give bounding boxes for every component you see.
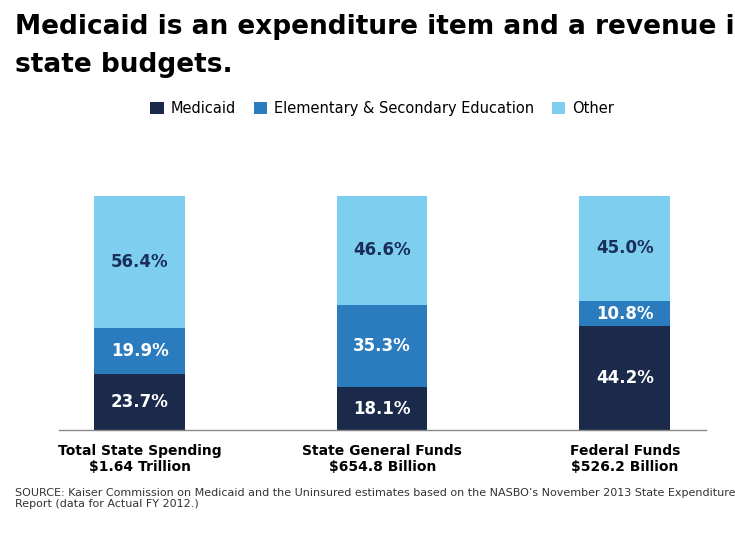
Text: FAMILY: FAMILY bbox=[637, 516, 683, 529]
Bar bbox=[337, 387, 428, 430]
Bar bbox=[94, 374, 185, 430]
Bar bbox=[94, 196, 185, 328]
Text: KAISER: KAISER bbox=[636, 505, 684, 518]
Text: FOUNDATION: FOUNDATION bbox=[631, 529, 689, 538]
Text: state budgets.: state budgets. bbox=[15, 52, 232, 78]
Bar bbox=[337, 196, 428, 305]
Bar bbox=[579, 326, 670, 430]
Text: 18.1%: 18.1% bbox=[354, 399, 411, 418]
Text: 19.9%: 19.9% bbox=[111, 342, 168, 360]
Text: SOURCE: Kaiser Commission on Medicaid and the Uninsured estimates based on the N: SOURCE: Kaiser Commission on Medicaid an… bbox=[15, 488, 735, 509]
Text: 44.2%: 44.2% bbox=[596, 369, 653, 387]
Bar bbox=[579, 301, 670, 326]
Legend: Medicaid, Elementary & Secondary Education, Other: Medicaid, Elementary & Secondary Educati… bbox=[145, 95, 620, 122]
Text: 23.7%: 23.7% bbox=[111, 393, 168, 411]
Text: 46.6%: 46.6% bbox=[354, 241, 411, 260]
Text: Medicaid is an expenditure item and a revenue item in: Medicaid is an expenditure item and a re… bbox=[15, 14, 735, 40]
Bar bbox=[94, 328, 185, 374]
Text: 35.3%: 35.3% bbox=[354, 337, 411, 355]
Text: 10.8%: 10.8% bbox=[596, 305, 653, 323]
Bar bbox=[337, 305, 428, 387]
Text: 56.4%: 56.4% bbox=[111, 253, 168, 271]
Text: THE HENRY J.: THE HENRY J. bbox=[639, 498, 681, 503]
Bar bbox=[579, 196, 670, 301]
Text: 45.0%: 45.0% bbox=[596, 240, 653, 257]
